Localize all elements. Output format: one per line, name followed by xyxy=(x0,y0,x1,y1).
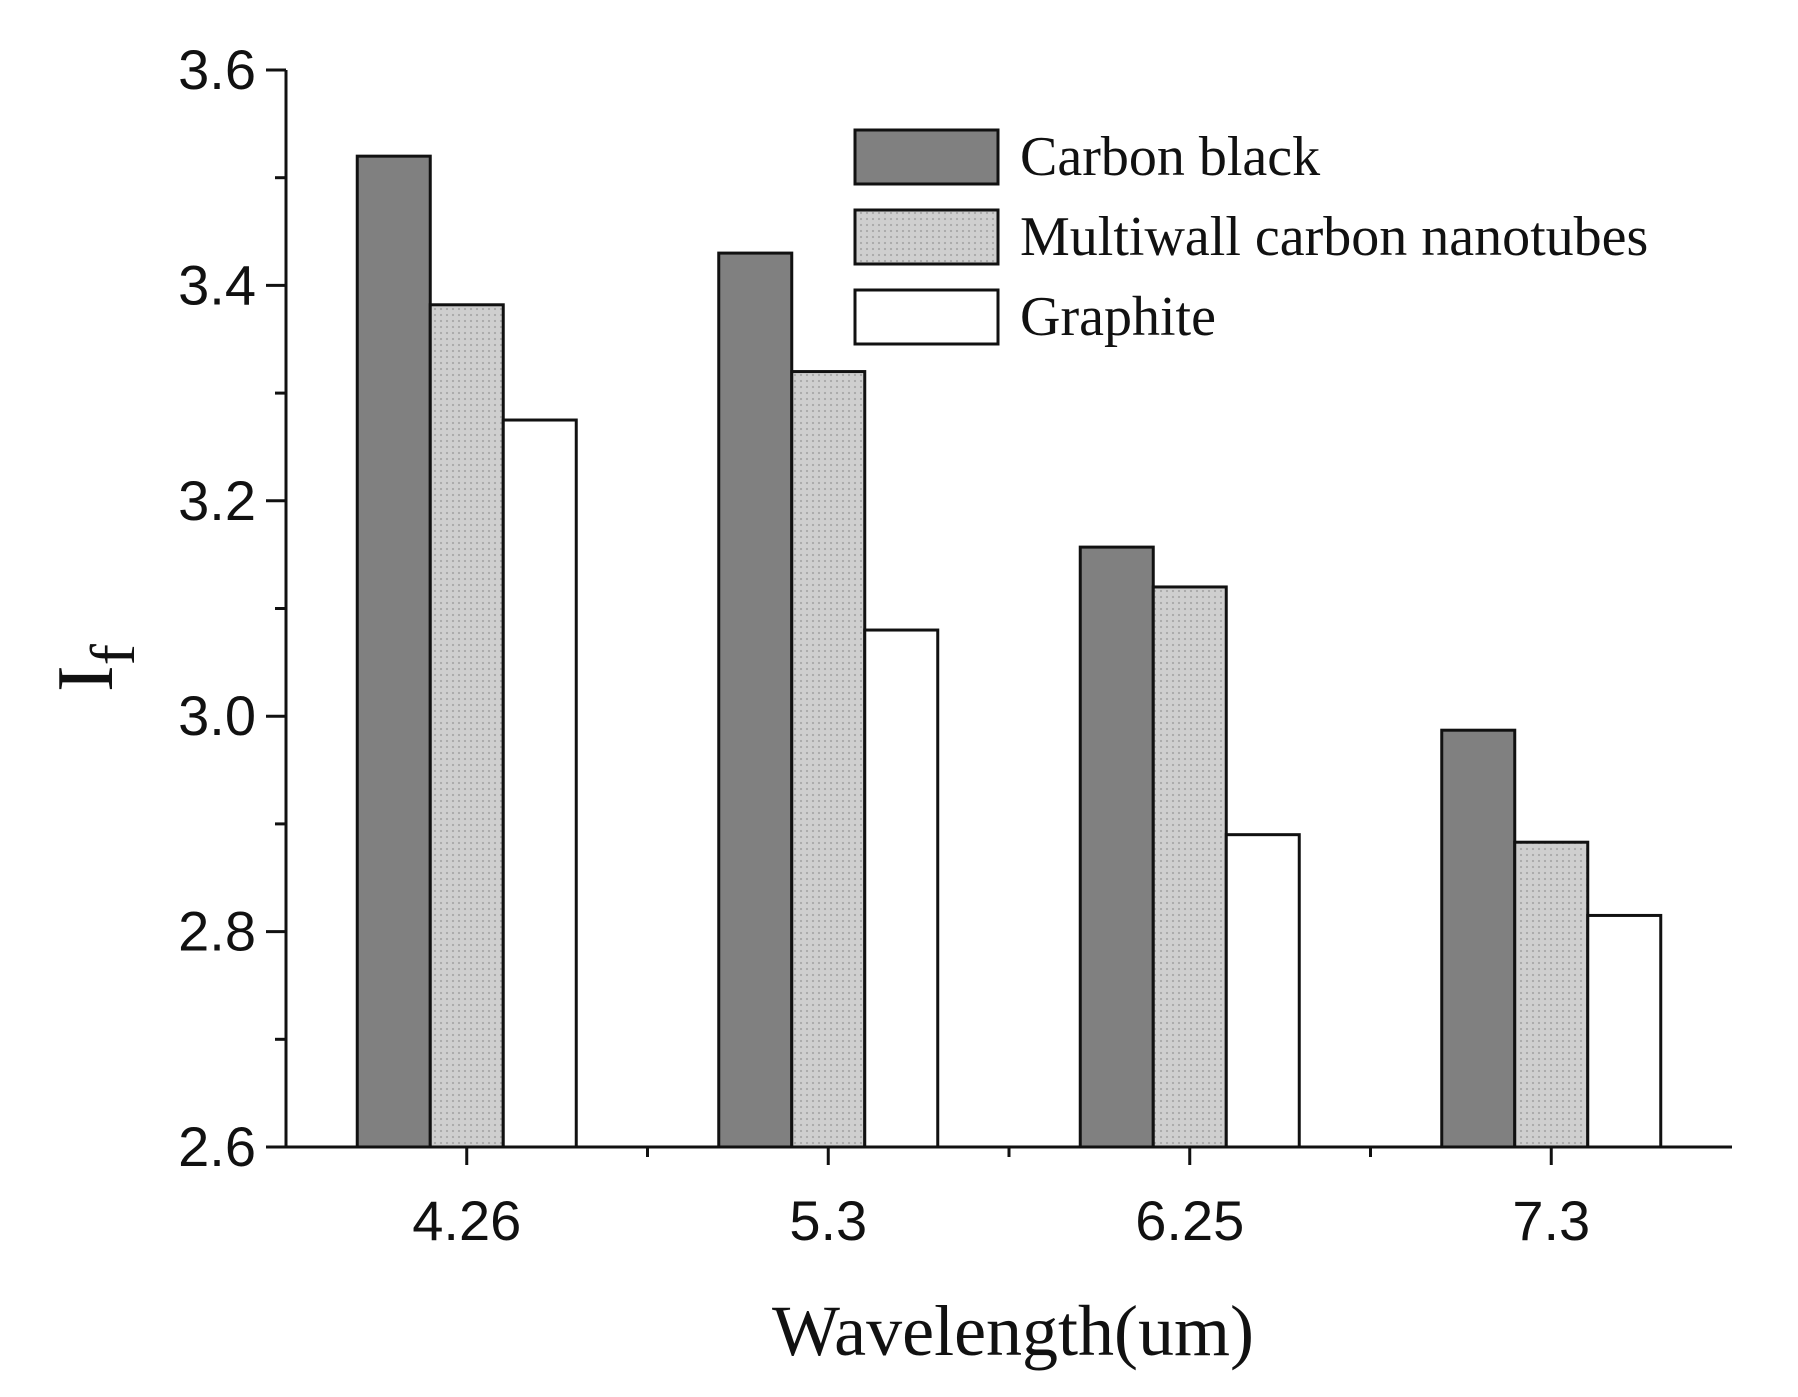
bar-multiwall-carbon-nanotubes-6-25 xyxy=(1151,585,1228,1149)
y-tick-label-3-0: 3.0 xyxy=(178,684,256,747)
legend-swatch-carbon-black xyxy=(853,128,1000,186)
legend: Carbon black Multiwall carbon nanotubes Gr… xyxy=(853,126,1648,348)
x-axis-title: Wavelength(um) xyxy=(772,1291,1254,1371)
bar-graphite-6-25 xyxy=(1224,833,1301,1149)
y-tick-label-3-6: 3.6 xyxy=(178,38,256,101)
bar-multiwall-carbon-nanotubes-7-3 xyxy=(1513,840,1590,1149)
y-tick-label-2-6: 2.6 xyxy=(178,1115,256,1178)
legend-label-graphite: Graphite xyxy=(1020,286,1216,348)
bar-graphite-5-3 xyxy=(863,628,940,1149)
bar-carbon-black-5-3 xyxy=(717,251,794,1149)
bar-graphite-7-3 xyxy=(1586,913,1663,1149)
legend-label-multiwall-carbon-nanotubes: Multiwall carbon nanotubes xyxy=(1020,206,1648,268)
bar-carbon-black-7-3 xyxy=(1440,728,1517,1149)
y-tick-label-2-8: 2.8 xyxy=(178,900,256,963)
bar-multiwall-carbon-nanotubes-4-26 xyxy=(428,303,505,1149)
bars-layer xyxy=(355,154,1663,1149)
y-axis-title-subscript: f xyxy=(77,643,148,665)
svg-text:If: If xyxy=(42,643,148,692)
bar-graphite-4-26 xyxy=(501,418,578,1149)
axes-layer xyxy=(266,68,1732,1165)
legend-swatch-multiwall-carbon-nanotubes xyxy=(853,208,1000,266)
legend-swatch-graphite xyxy=(853,288,1000,346)
bar-carbon-black-6-25 xyxy=(1078,545,1155,1149)
y-tick-label-3-2: 3.2 xyxy=(178,469,256,532)
y-axis-title-main: I xyxy=(42,665,130,692)
x-tick-label-7-3: 7.3 xyxy=(1512,1189,1590,1252)
x-tick-label-6-25: 6.25 xyxy=(1135,1189,1244,1252)
x-tick-label-5-3: 5.3 xyxy=(789,1189,867,1252)
y-tick-label-3-4: 3.4 xyxy=(178,253,256,316)
bar-multiwall-carbon-nanotubes-5-3 xyxy=(790,370,867,1149)
y-axis-title: If xyxy=(42,643,148,692)
legend-label-carbon-black: Carbon black xyxy=(1020,126,1320,188)
bar-carbon-black-4-26 xyxy=(355,154,432,1149)
x-tick-label-4-26: 4.26 xyxy=(412,1189,521,1252)
labels-layer: 2.6 2.8 3.0 3.2 3.4 3.6 4.26 5.3 6.25 7.3 xyxy=(178,38,1590,1252)
